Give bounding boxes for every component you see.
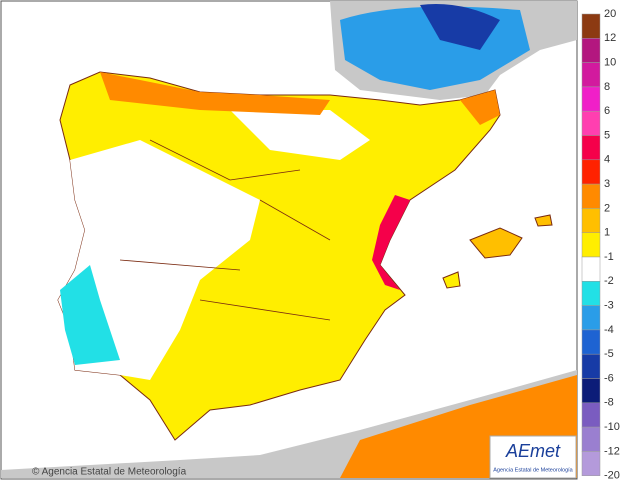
legend-swatch xyxy=(581,329,601,355)
legend-swatch xyxy=(581,135,601,161)
legend: 20 12 10 8 6 5 4 3 2 1 -1 -2 -3 -4 -5 -6 -8 -10 -12 -20 xyxy=(581,8,620,482)
legend-swatch xyxy=(581,62,601,88)
logo: AEmet Agencia Estatal de Meteorología xyxy=(489,435,577,479)
legend-swatch xyxy=(581,281,601,306)
legend-swatch xyxy=(581,256,601,282)
logo-subtitle: Agencia Estatal de Meteorología xyxy=(493,467,573,473)
legend-label: 3 xyxy=(604,178,610,190)
warm-valencia xyxy=(372,195,410,290)
legend-label: -10 xyxy=(604,421,620,433)
legend-label: -3 xyxy=(604,300,614,312)
legend-label: 1 xyxy=(604,227,610,239)
legend-swatch xyxy=(581,183,601,209)
legend-label: -20 xyxy=(604,470,620,482)
legend-swatch xyxy=(581,426,601,452)
legend-swatch xyxy=(581,13,601,39)
legend-swatch xyxy=(581,402,601,428)
province-borders xyxy=(119,139,331,321)
logo-name: AEmet xyxy=(505,441,561,461)
neutral-north xyxy=(230,110,370,160)
legend-swatch xyxy=(581,86,601,112)
legend-label: -2 xyxy=(604,275,614,287)
credit: © Agencia Estatal de Meteorología xyxy=(32,467,187,478)
warm-catalonia xyxy=(460,90,500,125)
legend-swatch xyxy=(581,38,601,63)
legend-label: -6 xyxy=(604,372,614,384)
cold-southwest xyxy=(60,265,120,365)
legend-label: 8 xyxy=(604,81,610,93)
legend-label: -8 xyxy=(604,397,614,409)
legend-label: -4 xyxy=(604,324,614,336)
legend-swatch xyxy=(581,232,601,258)
warm-north xyxy=(100,72,330,115)
legend-label: 2 xyxy=(604,202,610,214)
legend-swatch xyxy=(581,451,601,476)
legend-swatch xyxy=(581,305,601,331)
legend-swatch xyxy=(581,159,601,185)
legend-swatch xyxy=(581,110,601,136)
legend-label: -1 xyxy=(604,251,614,263)
legend-label: 4 xyxy=(604,154,610,166)
legend-label: -5 xyxy=(604,348,614,360)
legend-label: 5 xyxy=(604,129,610,141)
menorca xyxy=(534,214,553,227)
ibiza xyxy=(442,271,461,289)
logo-box xyxy=(489,435,577,479)
neutral-west xyxy=(58,140,260,380)
legend-label: -12 xyxy=(604,445,620,457)
legend-swatch xyxy=(581,378,601,404)
france-colder xyxy=(420,4,500,50)
legend-label: 6 xyxy=(604,105,610,117)
legend-label: 20 xyxy=(604,8,616,20)
legend-label: 10 xyxy=(604,57,616,69)
mallorca xyxy=(469,227,523,259)
legend-label: 12 xyxy=(604,32,616,44)
legend-swatch xyxy=(581,353,601,379)
legend-swatch xyxy=(581,208,601,233)
map xyxy=(0,0,578,480)
